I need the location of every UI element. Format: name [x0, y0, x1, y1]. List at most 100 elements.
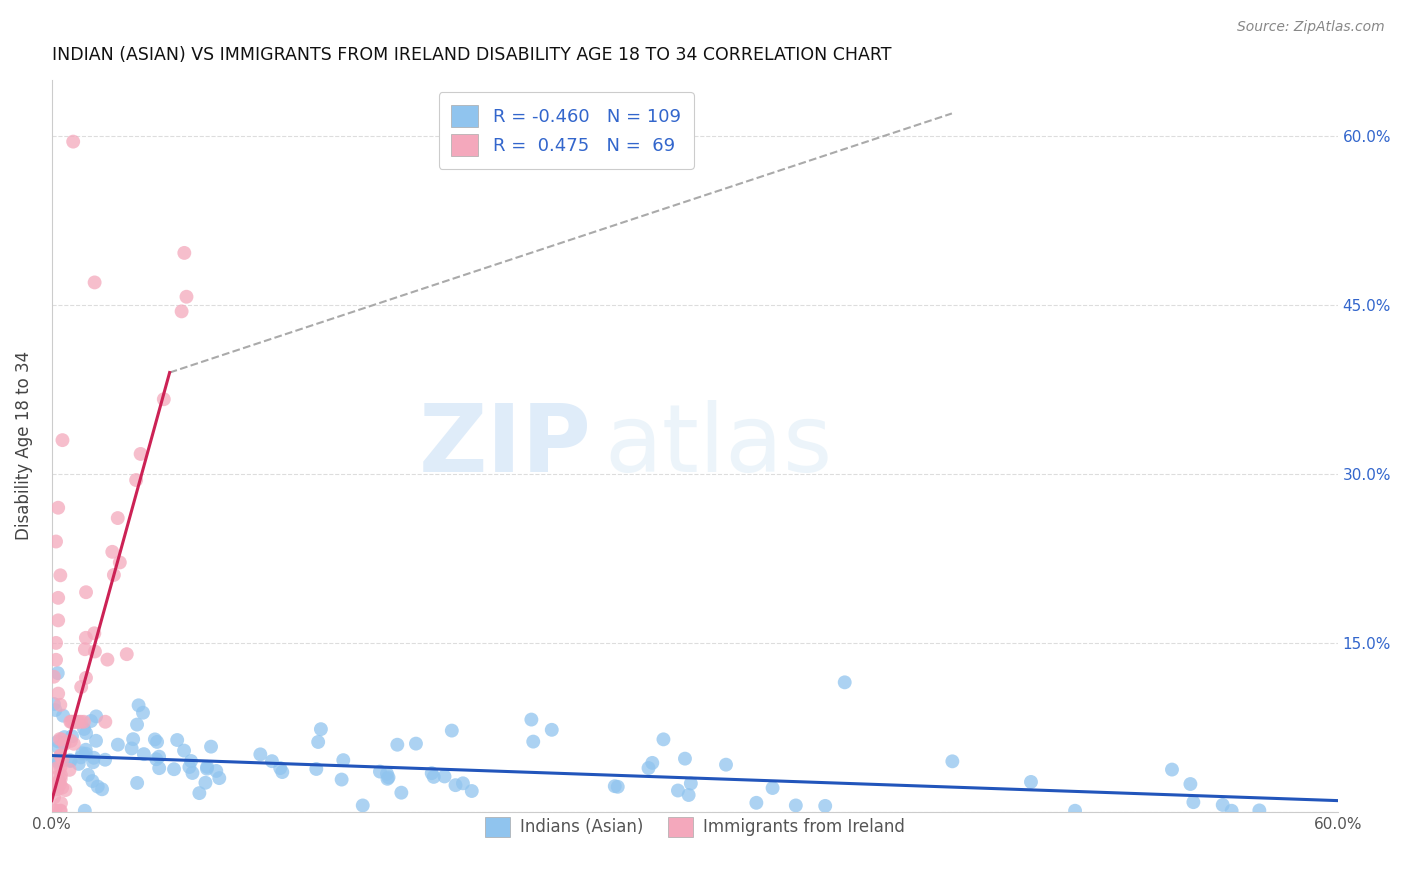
Point [75, 671, 97, 685]
Point [46, 782, 69, 797]
Point [70, 714, 93, 729]
Point [181, 766, 204, 780]
Point [49, 760, 72, 774]
Point [46, 770, 69, 784]
Point [49, 749, 72, 764]
Point [606, 780, 628, 794]
Point [84, 644, 107, 658]
Point [176, 290, 198, 304]
Y-axis label: Disability Age 18 to 34: Disability Age 18 to 34 [15, 351, 32, 541]
Point [522, 734, 544, 748]
Point [785, 798, 807, 813]
Point [72, 746, 94, 760]
Point [62, 135, 84, 149]
Point [1220, 804, 1243, 818]
Point [1064, 804, 1087, 818]
Point [94, 753, 117, 767]
Point [48, 732, 70, 747]
Point [520, 713, 543, 727]
Point [834, 675, 856, 690]
Point [129, 447, 152, 461]
Point [59, 753, 82, 767]
Point [103, 568, 125, 582]
Point [65, 714, 87, 729]
Point [153, 392, 176, 407]
Point [51, 732, 73, 747]
Point [1180, 777, 1202, 791]
Point [49, 772, 72, 786]
Point [405, 737, 427, 751]
Point [49, 796, 72, 810]
Point [641, 756, 664, 770]
Point [67, 756, 90, 771]
Point [163, 762, 186, 776]
Point [205, 764, 228, 778]
Point [49, 768, 72, 782]
Point [377, 772, 399, 786]
Point [53, 730, 76, 744]
Point [195, 760, 218, 774]
Point [45, 636, 67, 650]
Point [148, 749, 170, 764]
Point [208, 771, 231, 785]
Point [75, 726, 97, 740]
Point [194, 776, 217, 790]
Point [122, 732, 145, 747]
Text: atlas: atlas [605, 400, 832, 491]
Point [63, 737, 86, 751]
Point [70, 750, 93, 764]
Point [59, 734, 82, 748]
Point [166, 733, 188, 747]
Point [53, 736, 76, 750]
Point [305, 762, 328, 776]
Point [75, 747, 97, 761]
Point [107, 738, 129, 752]
Point [173, 743, 195, 757]
Point [66, 714, 89, 729]
Point [461, 784, 484, 798]
Point [59, 714, 82, 729]
Point [101, 545, 124, 559]
Point [941, 755, 963, 769]
Point [1249, 804, 1271, 818]
Point [75, 743, 97, 757]
Point [60, 729, 83, 743]
Point [53, 737, 76, 751]
Point [603, 779, 626, 793]
Point [46, 613, 69, 627]
Point [132, 706, 155, 720]
Point [433, 769, 456, 783]
Point [46, 591, 69, 605]
Point [249, 747, 271, 762]
Point [49, 568, 72, 582]
Point [63, 714, 86, 729]
Point [46, 761, 69, 775]
Point [96, 652, 118, 666]
Point [368, 764, 391, 779]
Point [195, 762, 218, 776]
Point [127, 776, 149, 790]
Point [814, 798, 837, 813]
Point [45, 778, 67, 792]
Point [80, 714, 103, 728]
Point [269, 761, 291, 775]
Point [652, 732, 675, 747]
Point [42, 670, 65, 684]
Point [48, 756, 70, 770]
Point [51, 780, 73, 795]
Point [73, 642, 96, 657]
Point [73, 804, 96, 818]
Point [451, 776, 474, 790]
Point [70, 680, 93, 694]
Point [49, 804, 72, 818]
Point [387, 738, 409, 752]
Point [49, 748, 72, 763]
Point [389, 786, 412, 800]
Point [51, 752, 73, 766]
Point [60, 714, 83, 729]
Point [48, 774, 70, 789]
Point [143, 732, 166, 747]
Point [420, 766, 443, 780]
Point [46, 740, 69, 755]
Point [260, 754, 283, 768]
